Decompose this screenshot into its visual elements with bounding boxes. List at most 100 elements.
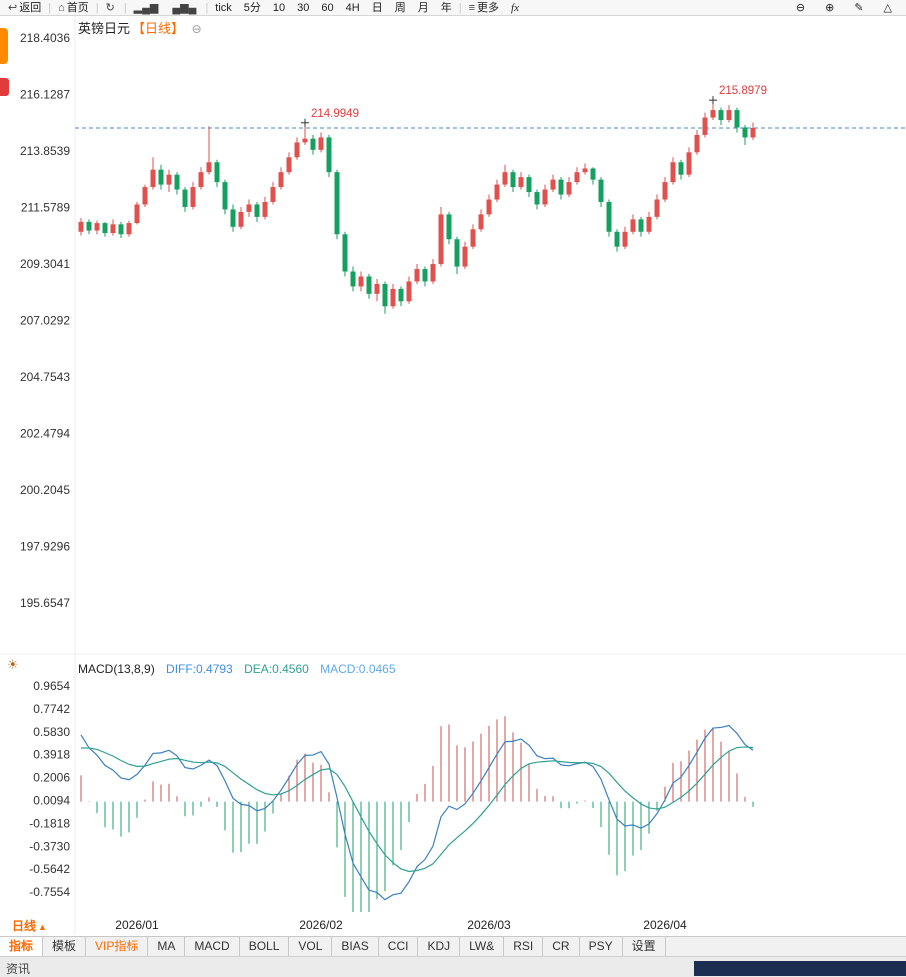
svg-text:204.7543: 204.7543 (20, 370, 70, 384)
period-button-10[interactable]: 10 (272, 2, 286, 14)
period-button-年[interactable]: 年 (440, 2, 452, 14)
svg-text:202.4794: 202.4794 (20, 426, 70, 440)
period-group: tick 5分 10 30 60 4H 日周月年 (209, 1, 457, 15)
svg-text:-0.3730: -0.3730 (29, 839, 70, 853)
svg-text:2026/01: 2026/01 (115, 918, 159, 932)
brightness-icon[interactable]: ☀ (7, 657, 19, 672)
pencil-icon: ✎ (854, 2, 864, 14)
period-button-月[interactable]: 月 (417, 2, 429, 14)
news-tab[interactable]: 资讯 (6, 962, 31, 976)
svg-text:218.4036: 218.4036 (20, 31, 70, 45)
macd-header: MACD(13,8,9) DIFF:0.4793 DEA:0.4560 MACD… (78, 662, 396, 676)
toolbar-right-group: ⊖ ⊕ ✎ △ (786, 1, 906, 15)
svg-text:2026/04: 2026/04 (643, 918, 687, 932)
indicator-tab-VOL[interactable]: VOL (289, 937, 333, 956)
indicator-tab-MACD[interactable]: MACD (185, 937, 240, 956)
indicator-tab-指标[interactable]: 指标 (0, 937, 44, 956)
indicator-tab-BIAS[interactable]: BIAS (332, 937, 379, 956)
back-label: 返回 (19, 2, 42, 14)
svg-text:-0.5642: -0.5642 (29, 862, 70, 876)
home-label: 首页 (66, 2, 89, 14)
toolbar-divider: | (48, 2, 52, 14)
zoom-in-button[interactable]: ⊕ (815, 1, 844, 15)
zoom-out-icon: ⊖ (795, 2, 806, 14)
svg-text:0.7742: 0.7742 (33, 702, 70, 716)
period-flag[interactable]: 日线 ▲ (12, 917, 47, 934)
svg-text:215.8979: 215.8979 (719, 85, 767, 97)
svg-text:0.5830: 0.5830 (33, 725, 70, 739)
svg-text:0.2006: 0.2006 (33, 771, 70, 785)
indicator-tab-CR[interactable]: CR (543, 937, 580, 956)
period-button-日[interactable]: 日 (371, 2, 383, 14)
chart-header: 英镑日元 【日线】 ⊖ (78, 18, 202, 37)
indicator-tab-设置[interactable]: 设置 (622, 937, 666, 956)
toolbar: ↩ 返回 | ⌂ 首页 | ↻ | ▂▄▆ ▄▆▄ | tick 5分 10 30 60… (0, 0, 906, 16)
indicator-tabbar: 指标 模板 VIP指标 MA MACD BOLL VOL BIAS CCI KDJ LW& RSI CR… (0, 936, 906, 957)
toolbar-divider: | (123, 2, 127, 14)
back-button[interactable]: ↩ 返回 (2, 1, 47, 15)
svg-text:216.1287: 216.1287 (20, 87, 70, 101)
toolbar-divider: | (205, 2, 209, 14)
svg-text:209.3041: 209.3041 (20, 257, 70, 271)
indicator-tab-MA[interactable]: MA (148, 937, 186, 956)
draw-tool-button[interactable]: ✎ (844, 1, 873, 15)
refresh-icon: ↻ (105, 2, 115, 14)
toolbar-divider: | (95, 2, 99, 14)
symbol-period-tag: 【日线】 (132, 21, 185, 36)
zoom-in-icon: ⊕ (825, 2, 835, 14)
toolbar-divider: | (458, 2, 462, 14)
macd-dea-value: DEA:0.4560 (244, 662, 309, 676)
kline-chart-icon: ▄▆▄ (172, 2, 197, 14)
status-bar: 资讯 (0, 956, 906, 977)
fx-indicator-button[interactable]: fx (511, 2, 519, 14)
svg-text:200.2045: 200.2045 (20, 483, 70, 497)
period-button-4H[interactable]: 4H (345, 2, 360, 14)
svg-text:207.0292: 207.0292 (20, 313, 70, 327)
svg-text:0.3918: 0.3918 (33, 748, 70, 762)
svg-text:0.0094: 0.0094 (33, 794, 70, 808)
home-icon: ⌂ (58, 2, 65, 14)
svg-text:2026/02: 2026/02 (299, 918, 343, 932)
more-label: 更多 (477, 2, 500, 14)
taskbar-fragment (694, 961, 906, 976)
symbol-name: 英镑日元 (78, 21, 131, 36)
menu-icon: ≡ (468, 2, 476, 14)
triangle-icon: △ (883, 2, 892, 14)
period-button-60[interactable]: 60 (321, 2, 334, 14)
indicator-tab-VIP指标[interactable]: VIP指标 (86, 937, 149, 956)
refresh-button[interactable]: ↻ (100, 1, 123, 15)
zoom-out-button[interactable]: ⊖ (786, 1, 815, 15)
svg-text:213.8539: 213.8539 (20, 144, 70, 158)
indicator-tab-KDJ[interactable]: KDJ (418, 937, 461, 956)
macd-params-label: MACD(13,8,9) (78, 662, 155, 676)
indicator-tab-BOLL[interactable]: BOLL (239, 937, 290, 956)
indicator-tab-LW&[interactable]: LW& (460, 937, 505, 956)
period-button-周[interactable]: 周 (394, 2, 406, 14)
svg-text:0.9654: 0.9654 (33, 679, 70, 693)
period-button-5分[interactable]: 5分 (243, 2, 261, 14)
chart-type-kline-button[interactable]: ▄▆▄ (166, 1, 204, 15)
period-button-tick[interactable]: tick (215, 2, 232, 14)
home-button[interactable]: ⌂ 首页 (52, 1, 95, 15)
shape-tool-button[interactable]: △ (874, 1, 902, 15)
indicator-tab-RSI[interactable]: RSI (504, 937, 544, 956)
indicator-tab-PSY[interactable]: PSY (579, 937, 623, 956)
macd-diff-value: DIFF:0.4793 (166, 662, 233, 676)
svg-text:195.6547: 195.6547 (20, 596, 70, 610)
period-flag-label: 日线 (12, 919, 37, 933)
collapse-panel-icon[interactable]: ⊖ (191, 22, 202, 36)
chevron-up-icon: ▲ (38, 922, 47, 932)
svg-text:-0.1818: -0.1818 (29, 816, 70, 830)
collapsed-panel-handle[interactable] (0, 28, 8, 64)
period-button-30[interactable]: 30 (297, 2, 310, 14)
alert-badge[interactable] (0, 78, 9, 96)
bar-chart-icon: ▂▄▆ (133, 2, 159, 14)
svg-text:197.9296: 197.9296 (20, 539, 70, 553)
more-button[interactable]: ≡ 更多 (463, 1, 505, 15)
indicator-tab-模板[interactable]: 模板 (43, 937, 87, 956)
indicator-tab-CCI[interactable]: CCI (378, 937, 419, 956)
chart-type-bars-button[interactable]: ▂▄▆ (128, 1, 167, 15)
back-icon: ↩ (8, 2, 18, 14)
